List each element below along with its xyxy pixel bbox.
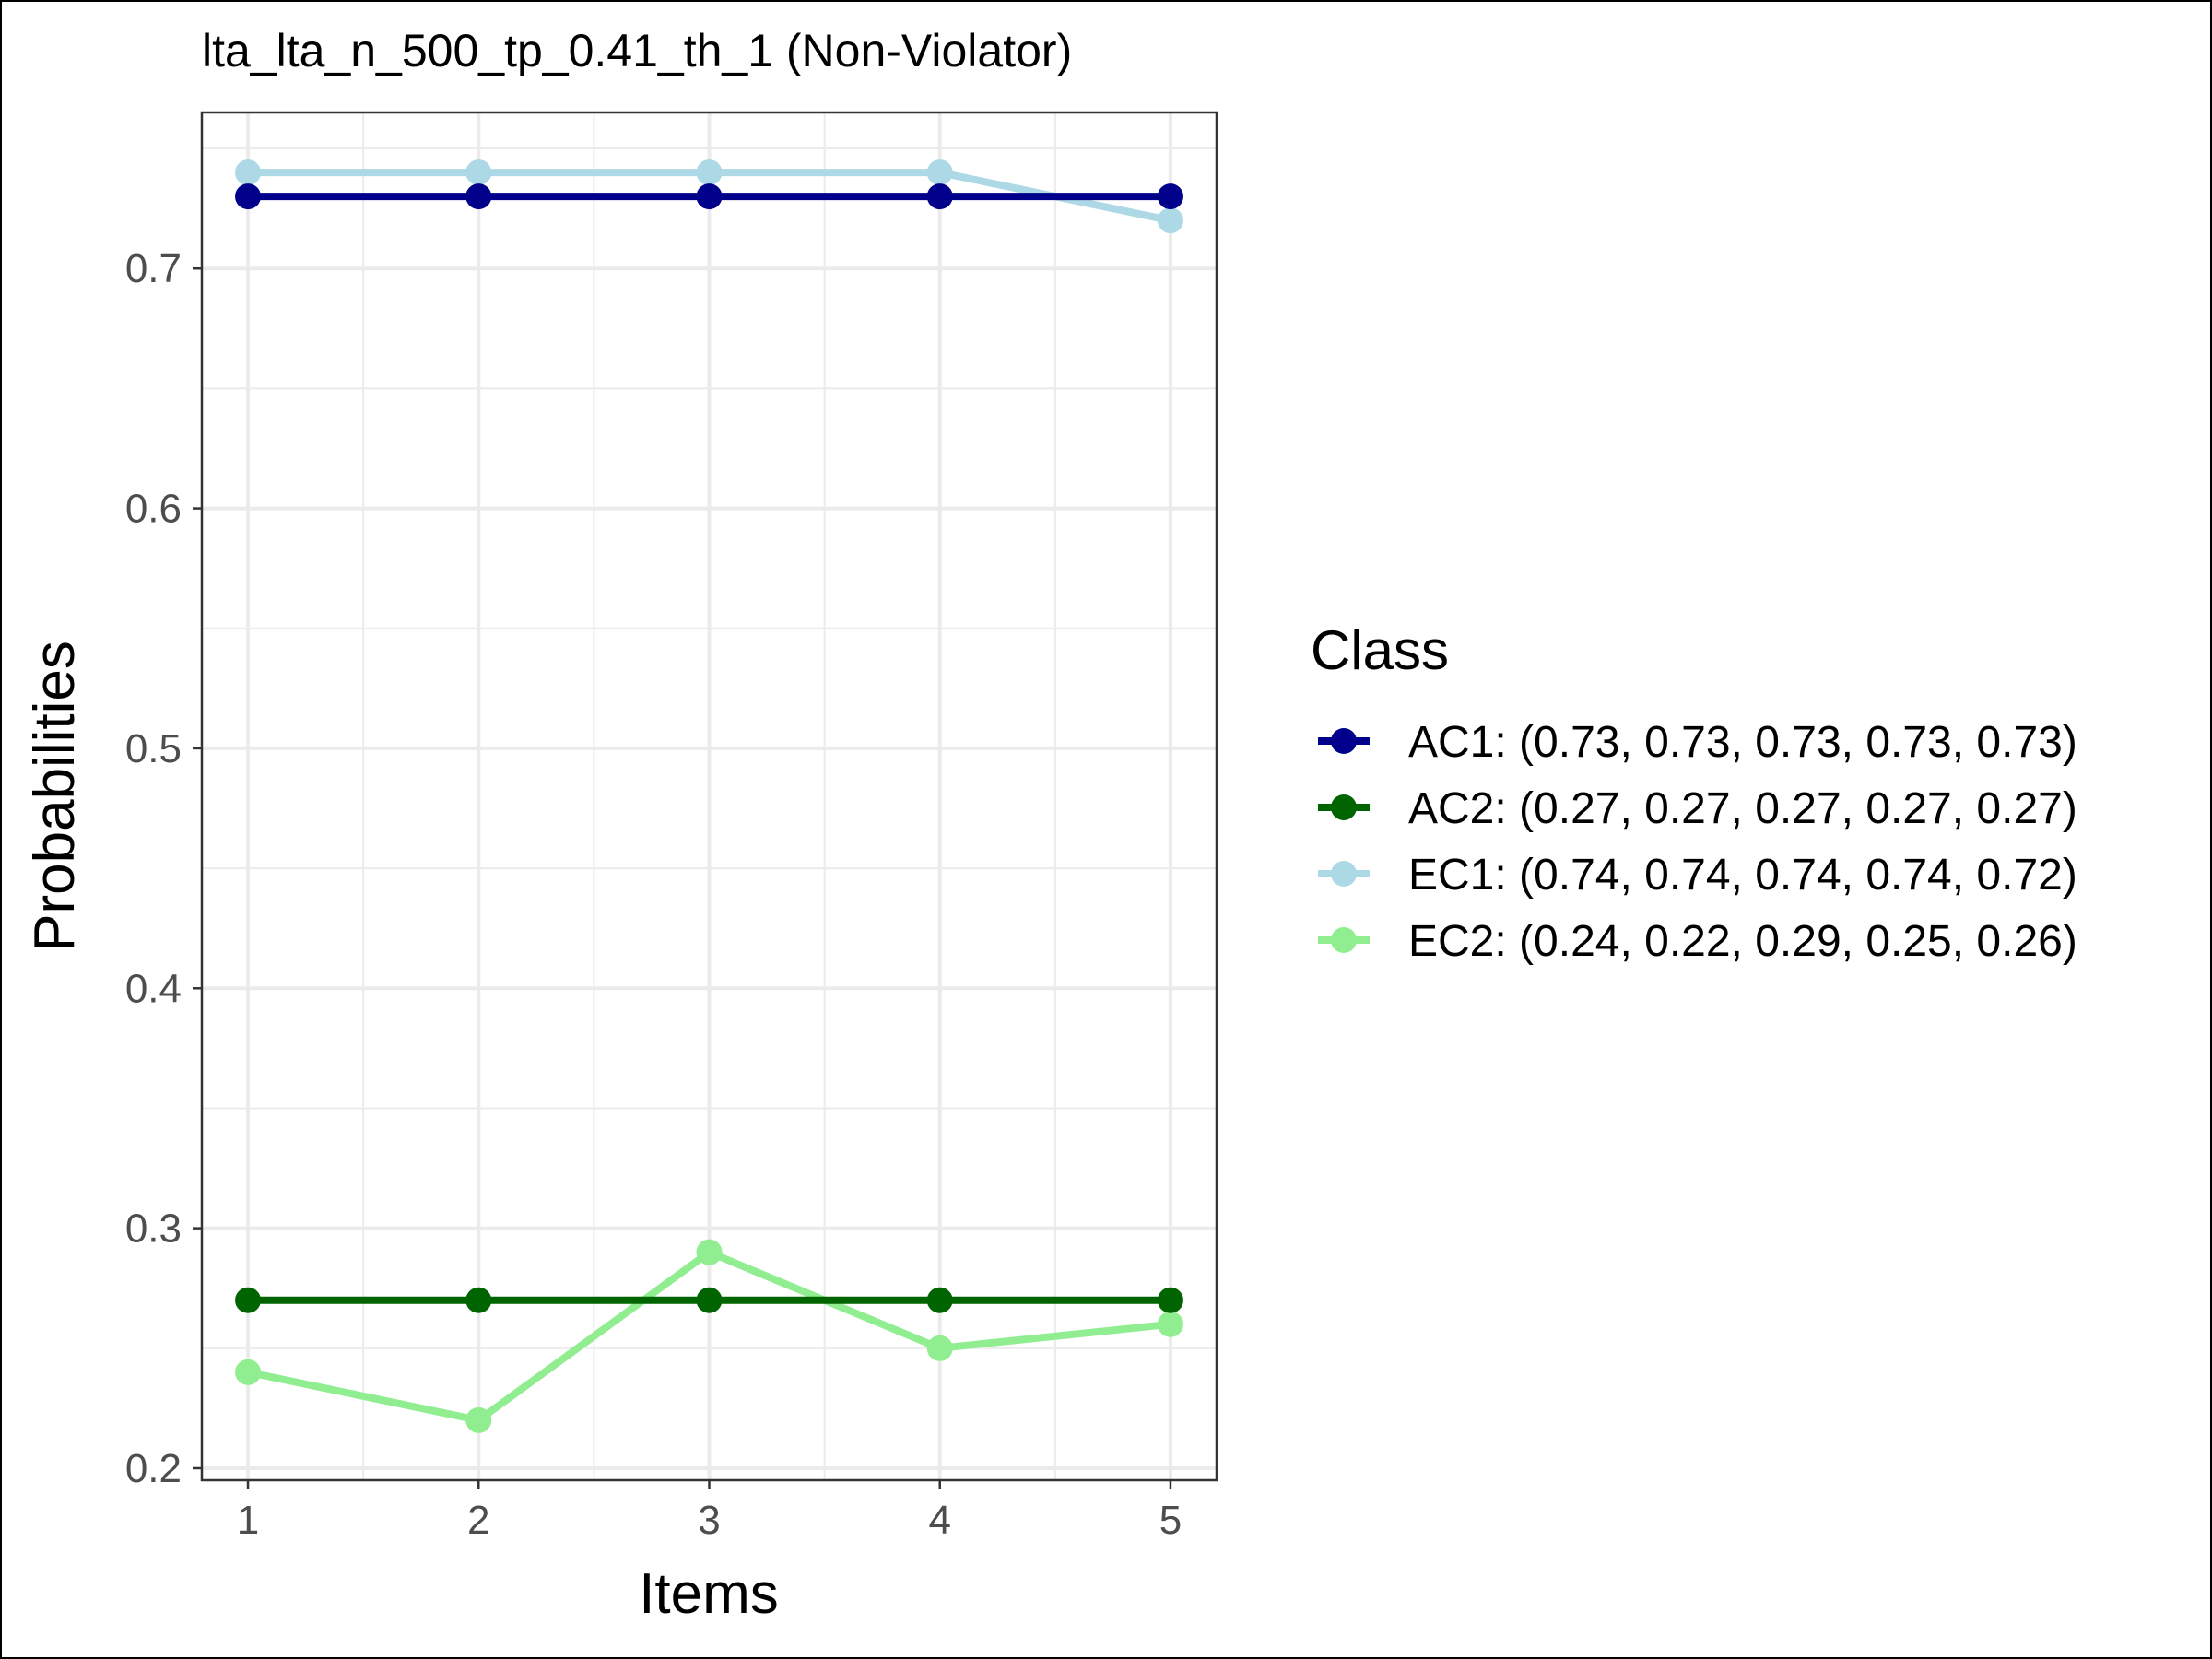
legend-label-ec2: EC2: (0.24, 0.22, 0.29, 0.25, 0.26): [1408, 917, 2077, 966]
x-tick-label: 4: [928, 1498, 950, 1543]
x-tick-label: 2: [467, 1498, 489, 1543]
y-tick-label: 0.5: [125, 726, 182, 771]
data-point-ec2: [1157, 1311, 1183, 1337]
data-point-ac1: [696, 183, 723, 210]
data-point-ac2: [696, 1287, 723, 1313]
data-point-ec2: [235, 1359, 262, 1385]
data-point-ac1: [926, 183, 953, 210]
data-point-ec1: [1157, 207, 1183, 234]
legend-key-point-ac1: [1331, 728, 1357, 754]
data-point-ec1: [235, 159, 262, 186]
legend-label-ac1: AC1: (0.73, 0.73, 0.73, 0.73, 0.73): [1408, 718, 2077, 767]
data-point-ac2: [926, 1287, 953, 1313]
legend-key-point-ec2: [1331, 927, 1357, 953]
y-tick-label: 0.3: [125, 1206, 182, 1252]
data-point-ac2: [235, 1287, 262, 1313]
y-tick-label: 0.6: [125, 487, 182, 532]
data-point-ac1: [465, 183, 492, 210]
x-tick-label: 5: [1159, 1498, 1182, 1543]
legend-title: Class: [1311, 619, 1449, 681]
data-point-ec2: [465, 1406, 492, 1433]
legend: Class AC1: (0.73, 0.73, 0.73, 0.73, 0.73…: [1311, 619, 2077, 966]
y-tick-label: 0.7: [125, 246, 182, 291]
y-tick-label: 0.4: [125, 966, 182, 1011]
y-tick-label: 0.2: [125, 1446, 182, 1491]
data-point-ac1: [1157, 183, 1183, 210]
y-axis-label: Probabilities: [23, 641, 87, 952]
legend-label-ec1: EC1: (0.74, 0.74, 0.74, 0.74, 0.72): [1408, 851, 2077, 900]
x-axis-label: Items: [639, 1562, 779, 1626]
x-tick-label: 1: [237, 1498, 259, 1543]
data-point-ec2: [926, 1335, 953, 1361]
legend-key-point-ac2: [1331, 794, 1357, 820]
chart-title: lta_lta_n_500_tp_0.41_th_1 (Non-Violator…: [202, 25, 1072, 76]
data-point-ac2: [1157, 1287, 1183, 1313]
data-point-ec2: [696, 1239, 723, 1265]
data-point-ec1: [696, 159, 723, 186]
series-group: [235, 159, 1183, 1433]
legend-label-ac2: AC2: (0.27, 0.27, 0.27, 0.27, 0.27): [1408, 784, 2077, 833]
data-point-ec1: [465, 159, 492, 186]
data-point-ac2: [465, 1287, 492, 1313]
data-point-ac1: [235, 183, 262, 210]
data-point-ec1: [926, 159, 953, 186]
axis-ticks: 0.2 0.3 0.4 0.5 0.6 0.7 1 2 3 4 5: [125, 246, 1182, 1543]
x-tick-label: 3: [698, 1498, 720, 1543]
legend-key-point-ec1: [1331, 861, 1357, 887]
